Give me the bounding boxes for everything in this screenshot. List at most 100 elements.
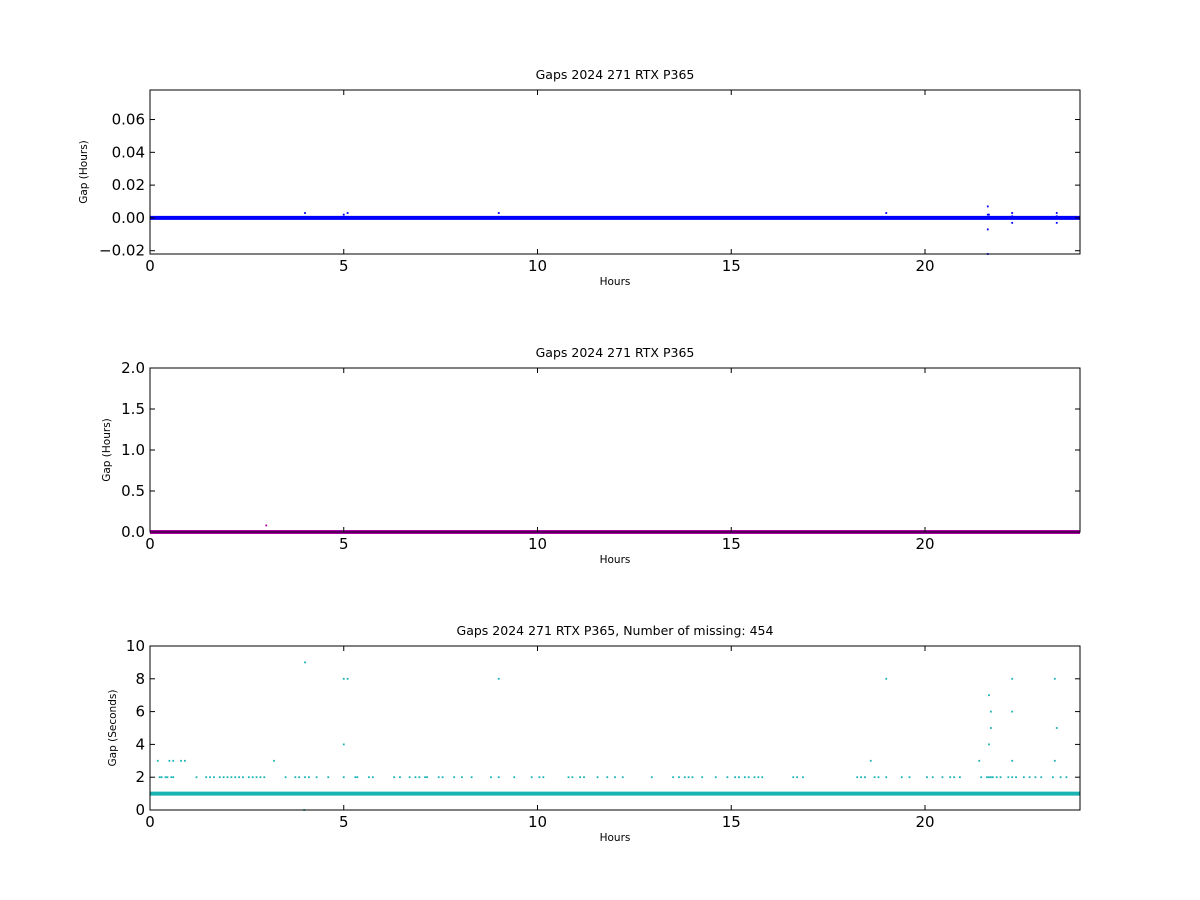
data-point (986, 205, 989, 208)
y-tick-label: 0 (135, 801, 145, 819)
data-point (734, 776, 737, 779)
data-point (1055, 215, 1058, 218)
data-point (856, 776, 859, 779)
data-point (1011, 215, 1014, 218)
y-axis-label: Gap (Hours) (101, 418, 113, 482)
data-point (989, 776, 992, 779)
data-point (678, 776, 680, 779)
data-point (989, 710, 992, 713)
data-point (738, 776, 740, 779)
data-point (1011, 776, 1014, 779)
chart-panel-3: 0 5 10 15 20 0 2 4 6 8 10 Gaps 2024 271 RTX P365, N… (107, 623, 1081, 844)
data-point (873, 776, 876, 779)
data-point (931, 776, 934, 779)
axes-frame (149, 89, 1081, 255)
data-point (304, 212, 306, 214)
chart-title: Gaps 2024 271 RTX P365 (536, 345, 695, 360)
data-point (988, 213, 990, 216)
data-point (691, 776, 694, 779)
data-point (315, 776, 318, 779)
data-point (995, 776, 998, 779)
data-point (683, 776, 686, 779)
data-point (238, 776, 241, 779)
data-point (399, 776, 401, 779)
data-point (342, 213, 345, 216)
data-point (342, 776, 345, 779)
data-point (371, 776, 374, 779)
data-point (166, 776, 169, 779)
data-point (864, 776, 866, 779)
x-tick-label: 15 (722, 813, 741, 831)
data-point (571, 776, 574, 779)
data-point (1055, 212, 1058, 214)
data-point (255, 776, 258, 779)
data-point (368, 776, 370, 779)
data-point (614, 776, 616, 779)
data-point (168, 759, 171, 762)
x-tick-label: 15 (722, 257, 741, 275)
data-point (885, 677, 888, 680)
data-point (172, 759, 175, 762)
data-point (441, 776, 444, 779)
data-point (1011, 221, 1014, 224)
data-point (265, 217, 268, 219)
data-point (877, 776, 880, 779)
data-point (1053, 759, 1056, 762)
y-tick-label: 1.5 (121, 400, 145, 418)
y-tick-label: 6 (135, 703, 145, 721)
data-point (869, 759, 872, 762)
y-tick-label: 1.0 (121, 441, 145, 459)
x-tick-label: 20 (915, 535, 934, 553)
data-point (497, 212, 500, 214)
data-point (470, 776, 473, 779)
data-point (988, 776, 990, 779)
data-point (242, 776, 244, 779)
chart-panel-2: 0 5 10 15 20 0.0 0.5 1.0 1.5 2.0 Gaps 2024 271 RTX… (101, 345, 1081, 566)
data-point (247, 776, 250, 779)
data-point (1011, 212, 1014, 214)
data-point (304, 661, 306, 664)
data-point (1028, 776, 1031, 779)
x-tick-label: 5 (339, 257, 349, 275)
data-point (356, 776, 359, 779)
data-point (342, 743, 345, 746)
x-tick-label: 20 (915, 813, 934, 831)
data-point (234, 776, 237, 779)
data-point (1007, 776, 1010, 779)
data-point (195, 776, 198, 779)
data-point (999, 776, 1002, 779)
data-point (986, 228, 989, 231)
data-point (579, 776, 582, 779)
data-point (453, 776, 456, 779)
data-point (991, 776, 994, 779)
y-tick-label: 10 (126, 637, 145, 655)
data-point (1015, 776, 1017, 779)
x-tick-label: 0 (145, 813, 155, 831)
data-point (980, 776, 983, 779)
data-point (213, 776, 215, 779)
data-point (753, 776, 756, 779)
data-point (497, 776, 500, 779)
data-point (1011, 710, 1014, 713)
data-point (672, 776, 675, 779)
data-point (513, 776, 516, 779)
data-point (792, 776, 795, 779)
data-point (183, 759, 186, 762)
data-point (342, 677, 345, 680)
data-point (761, 776, 764, 779)
data-point (1055, 221, 1058, 224)
y-axis-label: Gap (Seconds) (107, 690, 119, 767)
data-point (156, 759, 159, 762)
data-point (701, 776, 704, 779)
data-point (988, 743, 990, 746)
data-point (1059, 776, 1062, 779)
y-tick-label: −0.02 (99, 242, 145, 260)
data-point (885, 776, 888, 779)
data-point (606, 776, 609, 779)
data-point (327, 776, 330, 779)
x-tick-label: 5 (339, 535, 349, 553)
data-point (978, 759, 981, 762)
x-axis-label: Hours (600, 276, 631, 288)
data-point (988, 694, 990, 697)
